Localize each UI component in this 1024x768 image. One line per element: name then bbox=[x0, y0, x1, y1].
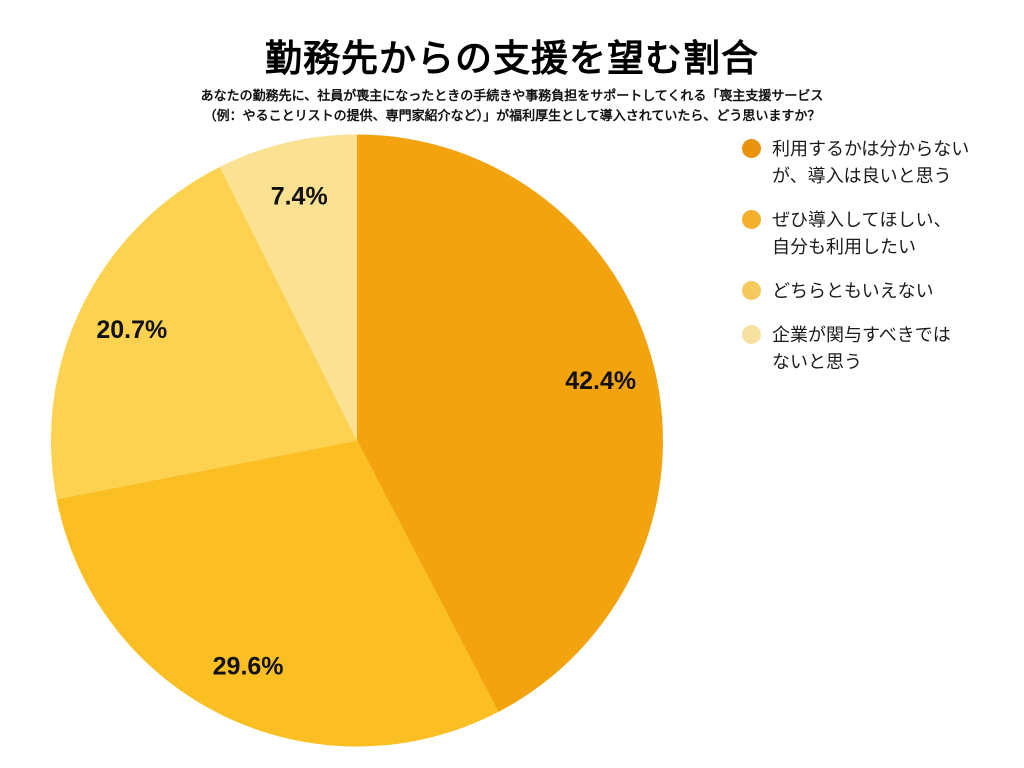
page-title: 勤務先からの支援を望む割合 bbox=[265, 38, 759, 79]
legend-label-line: ぜひ導入してほしい、 bbox=[772, 210, 952, 230]
pie-slice-3 bbox=[219, 134, 357, 441]
legend-item-2: どちらともいえない bbox=[742, 278, 1014, 305]
legend-label-line: ないと思う bbox=[772, 352, 862, 372]
chart-subtitle-line1: あなたの勤務先に、社員が喪主になったときの手続きや事務負担をサポートしてくれる「… bbox=[200, 88, 824, 103]
pie-slice-label-3: 7.4% bbox=[271, 182, 328, 210]
legend-dot-icon bbox=[742, 139, 761, 158]
legend-item-label: ぜひ導入してほしい、 自分も利用したい bbox=[772, 207, 951, 261]
legend-item-0: 利用するかは分からない が、導入は良いと思う bbox=[742, 136, 1014, 190]
legend-dot-icon bbox=[742, 325, 761, 344]
legend-item-label: どちらともいえない bbox=[772, 278, 934, 305]
legend-item-3: 企業が関与すべきでは ないと思う bbox=[742, 322, 1014, 376]
pie-svg: 42.4% 29.6% 20.7% 7.4% bbox=[51, 134, 663, 747]
pie-chart: 42.4% 29.6% 20.7% 7.4% bbox=[51, 134, 663, 747]
pie-slice-label-0: 42.4% bbox=[565, 367, 636, 395]
legend-label-line: が、導入は良いと思う bbox=[772, 166, 952, 186]
legend-item-label: 企業が関与すべきでは ないと思う bbox=[772, 322, 951, 376]
legend-item-label: 利用するかは分からない が、導入は良いと思う bbox=[772, 136, 969, 190]
legend-label-line: どちらともいえない bbox=[772, 281, 934, 301]
pie-slice-0 bbox=[357, 134, 663, 712]
legend-label-line: 利用するかは分からない bbox=[772, 139, 970, 159]
chart-legend: 利用するかは分からない が、導入は良いと思う ぜひ導入してほしい、 自分も利用したいど… bbox=[742, 136, 1014, 376]
chart-subtitle-line2: （例：やることリストの提供、専門家紹介など）」が福利厚生として導入されていたら、… bbox=[203, 108, 821, 123]
legend-dot-icon bbox=[742, 281, 761, 300]
chart-subtitle: あなたの勤務先に、社員が喪主になったときの手続きや事務負担をサポートしてくれる「… bbox=[0, 86, 1024, 126]
legend-label-line: 企業が関与すべきでは bbox=[772, 325, 951, 345]
legend-dot-icon bbox=[742, 210, 761, 229]
legend-item-1: ぜひ導入してほしい、 自分も利用したい bbox=[742, 207, 1014, 261]
pie-slice-label-1: 29.6% bbox=[213, 653, 284, 681]
pie-slice-1 bbox=[56, 440, 499, 747]
pie-slice-label-2: 20.7% bbox=[96, 316, 167, 344]
legend-label-line: 自分も利用したい bbox=[772, 237, 916, 257]
pie-slice-2 bbox=[51, 166, 357, 500]
